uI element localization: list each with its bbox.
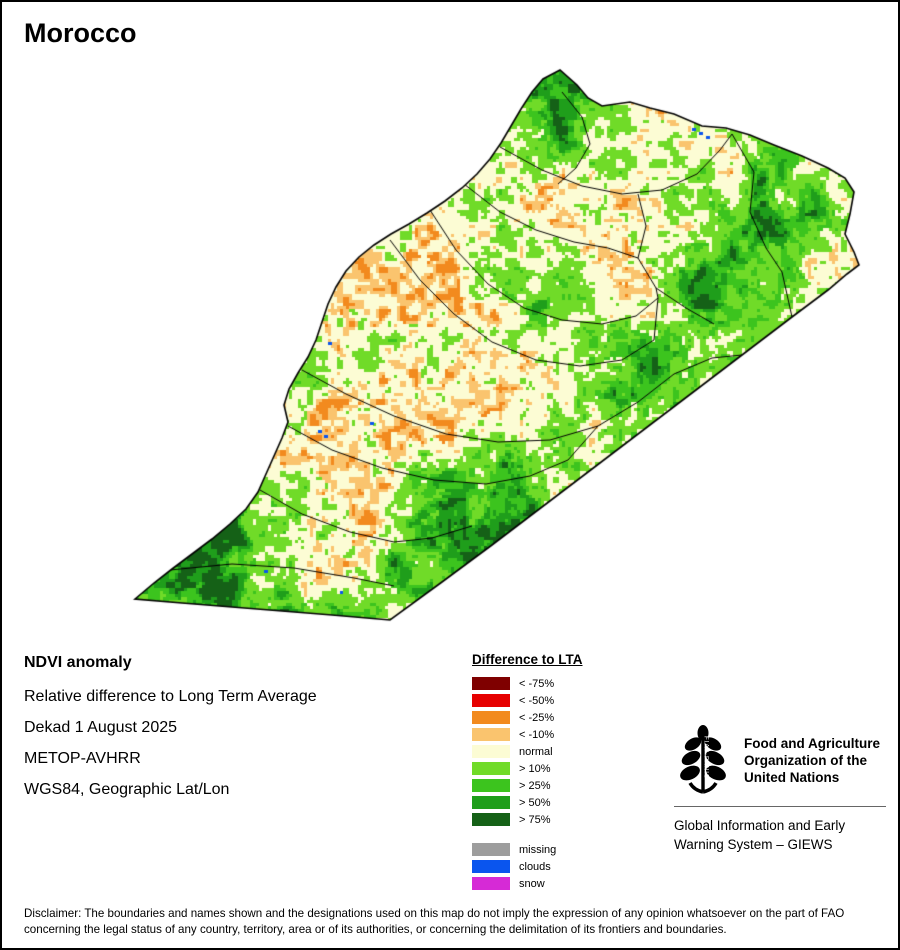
- legend-item: normal: [472, 743, 583, 760]
- info-line-method: Relative difference to Long Term Average: [24, 688, 317, 705]
- info-heading: NDVI anomaly: [24, 654, 132, 671]
- legend-swatch: [472, 694, 510, 707]
- legend-swatch: [472, 728, 510, 741]
- legend-item: snow: [472, 875, 583, 892]
- fao-block: FIAT·PANIS Food and Agriculture Organiza…: [674, 724, 886, 854]
- legend-swatch: [472, 813, 510, 826]
- morocco-ndvi-map: [2, 2, 898, 642]
- legend-swatch: [472, 745, 510, 758]
- legend-label: snow: [519, 877, 545, 890]
- legend-item: > 25%: [472, 777, 583, 794]
- legend: Difference to LTA < -75% < -50% < -25% < -1…: [472, 652, 583, 892]
- legend-item: clouds: [472, 858, 583, 875]
- legend-swatch: [472, 796, 510, 809]
- legend-label: > 75%: [519, 813, 551, 826]
- legend-label: clouds: [519, 860, 551, 873]
- legend-label: < -25%: [519, 711, 555, 724]
- page-title: Morocco: [24, 18, 137, 48]
- legend-swatch: [472, 677, 510, 690]
- legend-label: missing: [519, 843, 557, 856]
- info-line-projection: WGS84, Geographic Lat/Lon: [24, 781, 230, 798]
- legend-label: < -75%: [519, 677, 555, 690]
- info-line-sensor: METOP-AVHRR: [24, 750, 141, 767]
- legend-extra-items: missing clouds snow: [472, 841, 583, 892]
- legend-label: normal: [519, 745, 553, 758]
- fao-org-name: Food and Agriculture Organization of the…: [744, 735, 880, 785]
- map-info-block: NDVI anomaly Relative difference to Long…: [24, 654, 317, 812]
- giews-caption: Global Information and Early Warning Sys…: [674, 818, 846, 852]
- legend-item: > 75%: [472, 811, 583, 828]
- legend-swatch: [472, 877, 510, 890]
- legend-swatch: [472, 711, 510, 724]
- legend-item: < -75%: [472, 675, 583, 692]
- legend-item: > 10%: [472, 760, 583, 777]
- fao-row: FIAT·PANIS Food and Agriculture Organiza…: [674, 724, 886, 796]
- fao-logo-icon: FIAT·PANIS: [680, 725, 726, 794]
- legend-label: < -50%: [519, 694, 555, 707]
- legend-title: Difference to LTA: [472, 652, 583, 667]
- fao-logo-motto: FIAT·PANIS: [703, 736, 710, 779]
- info-line-dekad: Dekad 1 August 2025: [24, 719, 178, 736]
- legend-item: < -10%: [472, 726, 583, 743]
- legend-label: > 10%: [519, 762, 551, 775]
- legend-label: < -10%: [519, 728, 555, 741]
- legend-item: > 50%: [472, 794, 583, 811]
- legend-item: missing: [472, 841, 583, 858]
- legend-swatch: [472, 843, 510, 856]
- legend-item: < -50%: [472, 692, 583, 709]
- legend-swatch: [472, 779, 510, 792]
- legend-label: > 50%: [519, 796, 551, 809]
- legend-items: < -75% < -50% < -25% < -10% normal > 10% > 25%…: [472, 675, 583, 828]
- legend-swatch: [472, 860, 510, 873]
- legend-item: < -25%: [472, 709, 583, 726]
- fao-divider: [674, 806, 886, 807]
- legend-label: > 25%: [519, 779, 551, 792]
- disclaimer-text: Disclaimer: The boundaries and names sho…: [24, 907, 845, 936]
- legend-swatch: [472, 762, 510, 775]
